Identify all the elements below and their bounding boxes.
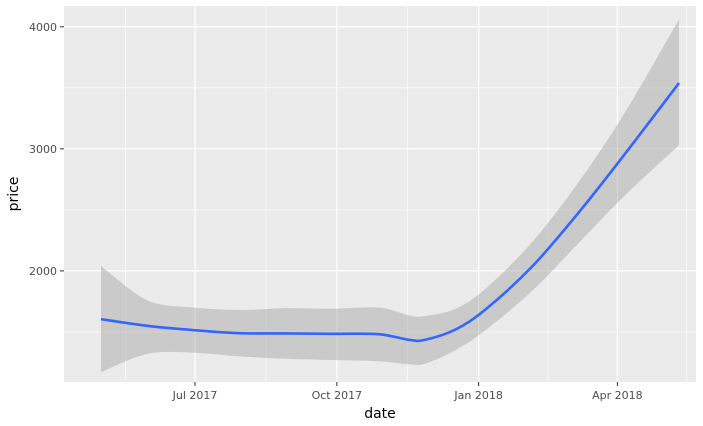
x-tick-label: Jul 2017 [172,389,218,402]
x-tick-label: Jan 2018 [453,389,502,402]
plot-panel [64,6,696,382]
smooth-line [100,82,681,343]
major-gridlines [64,6,696,382]
y-tick-label: 4000 [29,21,57,34]
x-tick-label: Oct 2017 [312,389,363,402]
minor-gridlines [64,6,696,382]
confidence-ribbon [101,19,680,373]
y-tick-label: 3000 [29,143,57,156]
y-axis: 2000 3000 4000 [29,21,64,278]
y-tick-label: 2000 [29,265,57,278]
x-tick-label: Apr 2018 [592,389,643,402]
x-axis-title: date [364,406,396,422]
x-axis: Jul 2017 Oct 2017 Jan 2018 Apr 2018 [172,382,643,402]
y-axis-title: price [6,177,22,212]
